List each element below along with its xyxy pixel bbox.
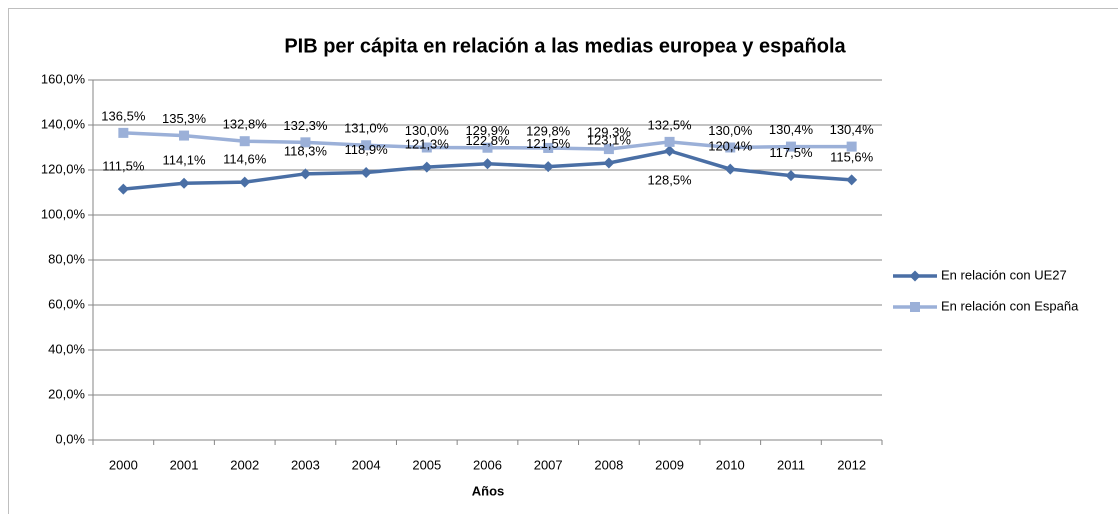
- y-tick-label: 20,0%: [48, 386, 85, 401]
- legend-label: En relación con UE27: [941, 267, 1067, 282]
- data-point: [664, 145, 675, 156]
- x-tick-label: 2005: [412, 457, 441, 472]
- data-label: 115,6%: [830, 149, 874, 164]
- data-label: 118,3%: [284, 143, 328, 158]
- data-label: 111,5%: [102, 159, 145, 174]
- x-tick-label: 2010: [716, 457, 745, 472]
- data-point: [603, 158, 614, 169]
- x-tick-label: 2001: [170, 457, 199, 472]
- data-label: 132,8%: [223, 117, 268, 132]
- data-label: 135,3%: [162, 111, 207, 126]
- data-label: 121,3%: [405, 137, 450, 152]
- x-tick-label: 2012: [837, 457, 866, 472]
- chart-frame: [9, 9, 1118, 515]
- y-tick-label: 80,0%: [48, 251, 85, 266]
- data-label: 130,4%: [830, 122, 875, 137]
- data-label: 120,4%: [708, 139, 753, 154]
- y-tick-label: 100,0%: [41, 206, 86, 221]
- data-point: [482, 158, 493, 169]
- data-point: [240, 136, 250, 146]
- data-point: [239, 177, 250, 188]
- y-tick-label: 0,0%: [55, 431, 85, 446]
- chart-title: PIB per cápita en relación a las medias …: [284, 35, 846, 57]
- data-label: 130,4%: [769, 122, 814, 137]
- x-axis-title: Años: [472, 483, 505, 498]
- y-tick-label: 60,0%: [48, 296, 85, 311]
- data-label: 129,9%: [465, 123, 510, 138]
- x-tick-label: 2000: [109, 457, 138, 472]
- data-point: [179, 178, 190, 189]
- data-point: [725, 164, 736, 175]
- data-point: [118, 184, 129, 195]
- data-label: 131,0%: [344, 121, 389, 136]
- data-label: 130,0%: [708, 123, 753, 138]
- y-tick-label: 120,0%: [41, 161, 86, 176]
- data-label: 118,9%: [345, 142, 389, 157]
- x-tick-label: 2004: [352, 457, 381, 472]
- data-label: 132,3%: [283, 118, 328, 133]
- data-label: 132,5%: [648, 117, 693, 132]
- y-tick-label: 40,0%: [48, 341, 85, 356]
- data-point: [421, 162, 432, 173]
- x-tick-label: 2011: [777, 457, 805, 472]
- legend-marker: [910, 271, 921, 282]
- data-label: 114,1%: [162, 153, 206, 168]
- legend-marker: [910, 302, 920, 312]
- y-tick-label: 160,0%: [41, 71, 86, 86]
- data-label: 130,0%: [405, 123, 450, 138]
- data-point: [118, 128, 128, 138]
- data-point: [846, 174, 857, 185]
- data-point: [665, 137, 675, 147]
- data-label: 114,6%: [223, 152, 267, 167]
- y-tick-label: 140,0%: [41, 116, 86, 131]
- data-label: 129,8%: [526, 123, 571, 138]
- x-tick-label: 2002: [230, 457, 259, 472]
- x-tick-label: 2003: [291, 457, 320, 472]
- x-tick-label: 2009: [655, 457, 684, 472]
- data-point: [785, 170, 796, 181]
- data-point: [179, 131, 189, 141]
- data-label: 129,3%: [587, 125, 632, 140]
- x-tick-label: 2008: [594, 457, 623, 472]
- data-label: 128,5%: [648, 172, 693, 187]
- data-point: [361, 167, 372, 178]
- data-label: 136,5%: [101, 108, 146, 123]
- data-label: 117,5%: [769, 145, 813, 160]
- x-tick-label: 2006: [473, 457, 502, 472]
- x-tick-label: 2007: [534, 457, 563, 472]
- legend-label: En relación con España: [941, 298, 1079, 313]
